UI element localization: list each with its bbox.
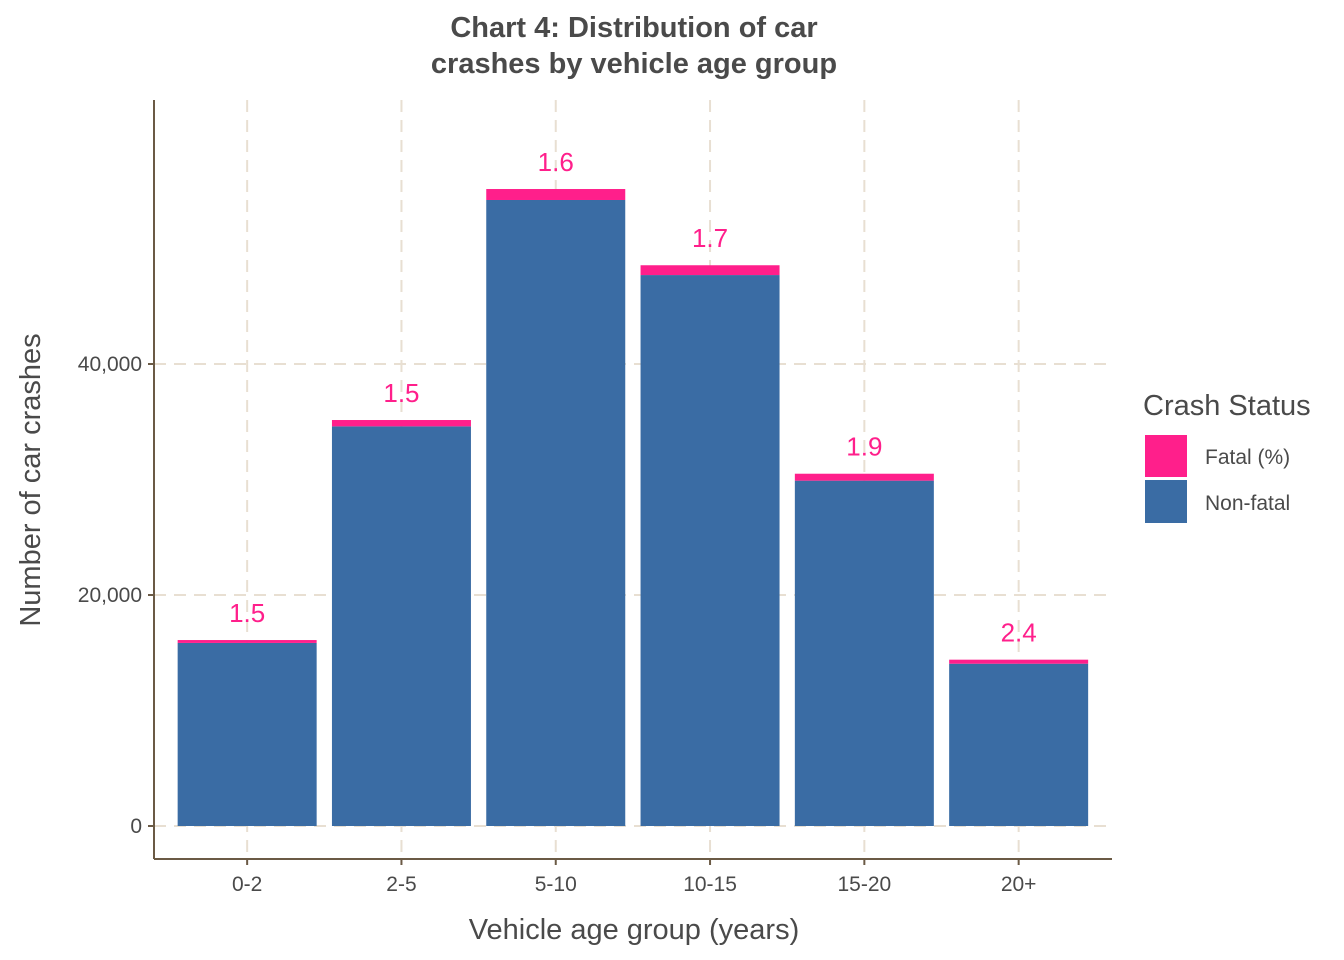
data-label: 1.5 — [383, 378, 419, 408]
data-label: 1.5 — [229, 598, 265, 628]
data-label: 1.6 — [538, 147, 574, 177]
bar-fatal — [949, 659, 1089, 664]
bar-non-fatal — [331, 426, 471, 826]
x-tick-label: 10-15 — [683, 873, 737, 896]
data-labels: 1.5 1.5 1.6 1.7 1.9 2.4 — [229, 147, 1037, 648]
bar-non-fatal — [486, 199, 626, 827]
legend-swatch-fatal — [1145, 435, 1187, 477]
bar-fatal — [640, 265, 780, 276]
x-tick-label: 0-2 — [232, 873, 262, 896]
legend-swatch-non-fatal — [1145, 480, 1187, 523]
x-tick-label: 2-5 — [386, 873, 416, 896]
bar-non-fatal — [949, 663, 1089, 826]
bar-non-fatal — [640, 275, 780, 826]
bar-fatal — [177, 640, 317, 643]
bars — [177, 189, 1089, 827]
legend-title: Crash Status — [1143, 390, 1311, 422]
y-axis-title: Number of car crashes — [15, 333, 47, 626]
x-axis-title: Vehicle age group (years) — [469, 914, 799, 946]
bar-non-fatal — [177, 642, 317, 826]
legend-label-non-fatal: Non-fatal — [1205, 492, 1290, 515]
bar-fatal — [331, 420, 471, 427]
x-tick-label: 5-10 — [535, 873, 577, 896]
axes — [153, 100, 1112, 860]
data-label: 1.9 — [846, 432, 882, 462]
bar-fatal — [794, 473, 934, 481]
legend-label-fatal: Fatal (%) — [1205, 446, 1290, 469]
legend: Crash Status Fatal (%) Non-fatal — [1143, 390, 1311, 523]
y-tick-label: 40,000 — [78, 353, 142, 376]
y-tick-label: 0 — [130, 815, 142, 838]
chart-title-line-2: crashes by vehicle age group — [431, 48, 837, 80]
ticks: 0 20,000 40,000 0-2 2-5 5-10 10-15 15-20 20+ — [78, 353, 1037, 896]
bar-non-fatal — [794, 480, 934, 826]
data-label: 1.7 — [692, 223, 728, 253]
chart-title: Chart 4: Distribution of car crashes by … — [431, 12, 837, 80]
chart-title-line-1: Chart 4: Distribution of car — [450, 12, 817, 44]
y-tick-label: 20,000 — [78, 584, 142, 607]
data-label: 2.4 — [1001, 618, 1037, 648]
x-tick-label: 20+ — [1001, 873, 1037, 896]
bar-fatal — [486, 189, 626, 200]
x-tick-label: 15-20 — [837, 873, 891, 896]
